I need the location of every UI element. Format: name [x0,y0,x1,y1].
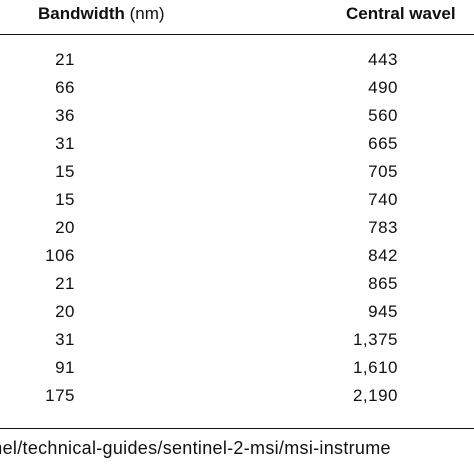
bandwidth-cell: 175 [45,386,75,405]
central-wavelength-cell: 443 [368,50,398,69]
bandwidth-cell: 91 [55,358,75,377]
table-row: 21 865 [0,270,474,298]
central-wavelength-cell: 665 [368,134,398,153]
table-row: 15 705 [0,158,474,186]
bandwidth-cell: 106 [45,246,75,265]
bandwidth-cell: 31 [55,134,75,153]
bandwidth-header: Bandwidth (nm) [38,4,165,24]
bandwidth-cell: 20 [55,218,75,237]
central-wavelength-header: Central wavel [346,4,456,23]
bandwidth-cell: 21 [55,50,75,69]
table-row: 21 443 [0,46,474,74]
table-row: 66 490 [0,74,474,102]
table-bottom-rule [0,428,474,429]
bandwidth-cell: 15 [55,162,75,181]
central-wavelength-cell: 783 [368,218,398,237]
table-row: 175 2,190 [0,382,474,410]
table-row: 20 945 [0,298,474,326]
bandwidth-cell: 15 [55,190,75,209]
central-wavelength-cell: 1,375 [352,330,398,349]
table-row: 31 665 [0,130,474,158]
bandwidth-cell: 31 [55,330,75,349]
central-wavelength-cell: 560 [368,106,398,125]
bandwidth-cell: 66 [55,78,75,97]
central-wavelength-cell: 842 [368,246,398,265]
source-url-text: inel/technical-guides/sentinel-2-msi/msi… [0,438,391,458]
central-wavelength-cell: 945 [368,302,398,321]
central-wavelength-cell: 865 [368,274,398,293]
table-row: 36 560 [0,102,474,130]
central-wavelength-cell: 705 [368,162,398,181]
central-wavelength-cell: 2,190 [352,386,398,405]
bandwidth-cell: 36 [55,106,75,125]
table-row: 91 1,610 [0,354,474,382]
table-row: 15 740 [0,186,474,214]
header-rule [0,34,474,35]
central-wavelength-cell: 740 [368,190,398,209]
table-row: 20 783 [0,214,474,242]
bandwidth-cell: 21 [55,274,75,293]
central-wavelength-cell: 490 [368,78,398,97]
table-body: 21 443 66 490 36 560 31 665 15 705 15 740 20 783 106 84… [0,46,474,410]
bandwidth-header-unit: (nm) [124,4,165,23]
bandwidth-cell: 20 [55,302,75,321]
bandwidth-header-label: Bandwidth [38,4,125,23]
table-row: 106 842 [0,242,474,270]
table-header: Bandwidth (nm) Central wavel [0,0,474,34]
table-row: 31 1,375 [0,326,474,354]
central-wavelength-cell: 1,610 [352,358,398,377]
